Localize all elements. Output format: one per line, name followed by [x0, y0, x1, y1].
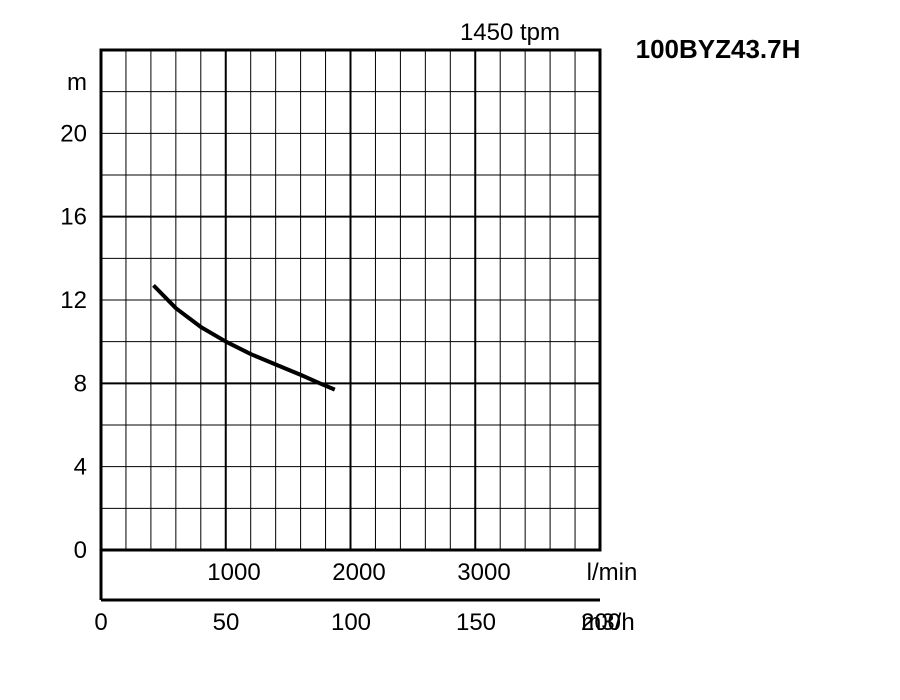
x-axis-label-m3h: m3/h — [581, 609, 634, 636]
chart-title: 100BYZ43.7H — [636, 34, 801, 64]
plot-frame — [99, 48, 602, 552]
pump-curve-line — [152, 283, 336, 392]
y-tick-label: 12 — [60, 287, 87, 314]
x-axis-label-lmin: l/min — [587, 559, 638, 586]
y-tick-label: 4 — [74, 454, 87, 481]
y-tick-label: 0 — [74, 537, 87, 564]
y-tick-label: 20 — [60, 120, 87, 147]
x-tick-label-m3h: 50 — [213, 609, 240, 636]
y-tick-label: 8 — [74, 370, 87, 397]
x-tick-label-lmin: 3000 — [457, 559, 510, 586]
chart-subtitle: 1450 tpm — [460, 19, 560, 46]
x-tick-label-m3h: 200 — [581, 609, 621, 636]
x-tick-label-m3h: 150 — [456, 609, 496, 636]
x-tick-label-lmin: 1000 — [207, 559, 260, 586]
y-axis-label: m — [67, 69, 87, 96]
x-tick-label-m3h: 100 — [331, 609, 371, 636]
x-tick-label-lmin: 2000 — [332, 559, 385, 586]
x-tick-label-m3h: 0 — [94, 609, 107, 636]
y-tick-label: 16 — [60, 204, 87, 231]
